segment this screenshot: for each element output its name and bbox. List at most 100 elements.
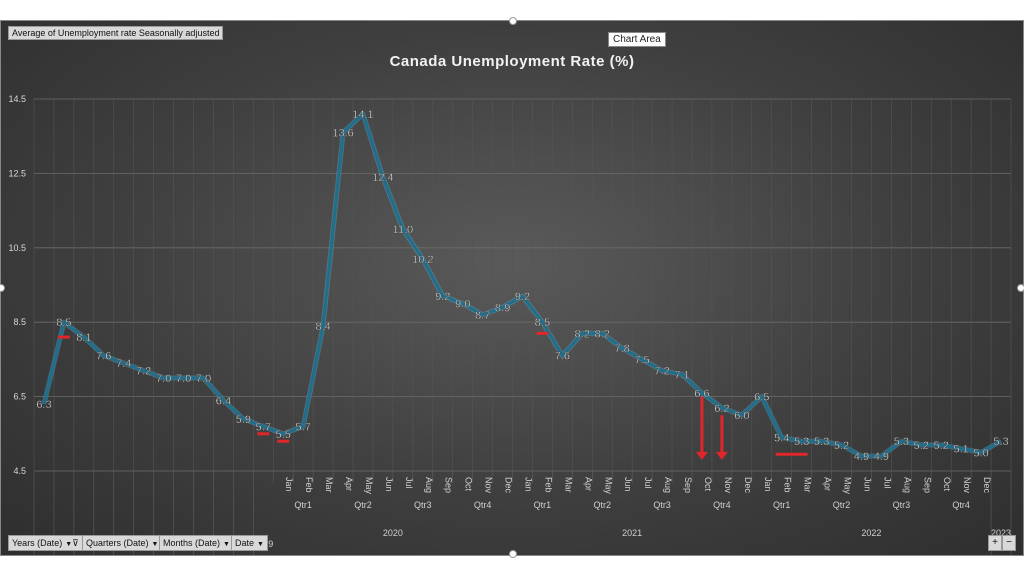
x-tick-quarter: Qtr2: [833, 500, 851, 510]
x-tick-month: May: [603, 477, 613, 495]
x-tick-quarter: Qtr1: [534, 500, 552, 510]
field-button-quarters[interactable]: Quarters (Date) ▼: [82, 535, 163, 551]
data-label: 8.9: [495, 302, 510, 314]
data-label: 5.2: [934, 440, 949, 452]
data-label: 5.3: [894, 436, 909, 448]
x-tick-month: Jun: [862, 477, 872, 492]
line-chart: Canada Unemployment Rate (%) 4.5 6.5 8.5 10.…: [8, 53, 1012, 555]
x-tick-month: Jul: [404, 477, 414, 489]
resize-handle-bottom[interactable]: [509, 550, 517, 558]
x-tick-month: Mar: [324, 477, 334, 493]
data-label: 5.3: [794, 436, 809, 448]
x-tick-month: Sep: [444, 477, 454, 493]
y-tick-label: 8.5: [13, 317, 26, 327]
data-label: 4.9: [854, 451, 869, 463]
data-label: 7.8: [615, 343, 630, 355]
x-tick-year: 2023: [991, 528, 1011, 538]
data-label: 7.4: [116, 358, 131, 370]
data-label: 8.7: [475, 310, 490, 322]
x-tick-month: Sep: [683, 477, 693, 493]
x-tick-month: Nov: [723, 477, 733, 494]
x-tick-quarter: Qtr3: [653, 500, 671, 510]
data-label: 5.9: [236, 414, 251, 426]
dropdown-icon: ▼: [257, 541, 264, 548]
x-tick-quarter: Qtr3: [414, 500, 432, 510]
field-button-label: Months (Date): [163, 538, 221, 548]
chart-area[interactable]: Canada Unemployment Rate (%) 4.5 6.5 8.5 10.…: [0, 20, 1024, 556]
data-label: 5.0: [973, 447, 988, 459]
x-tick-month: Jul: [643, 477, 653, 489]
data-label: 6.6: [694, 388, 709, 400]
data-label: 6.0: [734, 410, 749, 422]
x-tick-month: Oct: [703, 477, 713, 492]
filter-icon: ⊽: [72, 538, 79, 548]
x-tick-month: Apr: [583, 477, 593, 491]
x-tick-quarter: Qtr1: [773, 500, 791, 510]
data-label: 12.4: [372, 172, 393, 184]
collapse-field-button[interactable]: −: [1002, 535, 1016, 551]
data-label: 9.0: [455, 299, 470, 311]
data-label: 7.0: [156, 373, 171, 385]
annotation-arrow-head: [715, 451, 728, 460]
expand-field-button[interactable]: +: [988, 535, 1002, 551]
x-tick-month: Apr: [823, 477, 833, 491]
data-label: 7.6: [555, 351, 570, 363]
x-tick-month: Mar: [563, 477, 573, 493]
y-tick-label: 12.5: [8, 168, 26, 178]
x-tick-month: Jun: [384, 477, 394, 492]
x-tick-month: Jan: [763, 477, 773, 492]
x-tick-quarter: Qtr3: [893, 500, 911, 510]
x-tick-month: Aug: [663, 477, 673, 493]
data-label: 6.2: [714, 403, 729, 415]
data-label: 4.9: [874, 451, 889, 463]
x-tick-quarter: Qtr1: [294, 500, 312, 510]
data-label: 7.2: [136, 366, 151, 378]
field-button-label: Quarters (Date): [86, 538, 149, 548]
x-tick-quarter: Qtr4: [713, 500, 731, 510]
data-label: 5.3: [814, 436, 829, 448]
field-button-date[interactable]: Date ▼: [231, 535, 268, 551]
data-label: 6.3: [36, 399, 51, 411]
x-tick-month: Oct: [464, 477, 474, 492]
resize-handle-left[interactable]: [0, 284, 5, 292]
field-button-months[interactable]: Months (Date) ▼: [159, 535, 234, 551]
data-label: 5.4: [774, 433, 789, 445]
chart-area-tooltip: Chart Area: [608, 32, 666, 47]
data-label: 8.2: [575, 328, 590, 340]
dropdown-icon: ▼: [151, 541, 159, 548]
annotation-arrow-head: [695, 451, 708, 460]
data-label: 11.0: [393, 224, 414, 236]
x-tick-month: Jan: [284, 477, 294, 492]
data-label: 7.0: [176, 373, 191, 385]
x-tick-month: Feb: [304, 477, 314, 493]
data-label: 13.6: [332, 127, 353, 139]
data-label: 5.5: [276, 429, 291, 441]
y-tick-label: 6.5: [13, 392, 26, 402]
resize-handle-right[interactable]: [1017, 284, 1024, 292]
x-tick-month: Dec: [982, 477, 992, 494]
x-tick-month: Jan: [524, 477, 534, 492]
data-label: 9.2: [515, 291, 530, 303]
resize-handle-top[interactable]: [509, 17, 517, 25]
dropdown-icon: ▼: [223, 541, 230, 548]
x-tick-quarter: Qtr4: [952, 500, 970, 510]
data-label: 7.6: [96, 351, 111, 363]
data-label: 5.1: [954, 444, 969, 456]
data-label: 7.5: [634, 354, 649, 366]
pivot-value-field-button[interactable]: Average of Unemployment rate Seasonally …: [8, 26, 224, 40]
chart-title: Canada Unemployment Rate (%): [390, 53, 635, 70]
series-line-glow: [41, 111, 1003, 459]
x-tick-month: May: [843, 477, 853, 495]
data-label: 8.2: [595, 328, 610, 340]
x-tick-year: 2021: [622, 528, 642, 538]
data-label: 7.1: [674, 369, 689, 381]
series-line: [42, 112, 1002, 458]
x-tick-month: Aug: [424, 477, 434, 493]
field-button-label: Date: [235, 538, 255, 548]
x-tick-month: Oct: [942, 477, 952, 492]
y-tick-label: 4.5: [13, 466, 26, 476]
field-button-years[interactable]: Years (Date) ▼⊽: [8, 535, 83, 551]
x-tick-month: Dec: [743, 477, 753, 494]
x-tick-month: May: [364, 477, 374, 495]
field-button-label: Years (Date): [12, 538, 63, 548]
